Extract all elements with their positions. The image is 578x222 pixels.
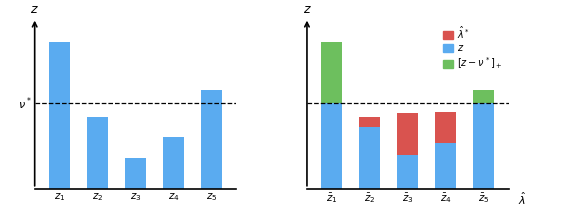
Bar: [397, 155, 418, 189]
Bar: [360, 117, 380, 127]
Bar: [397, 113, 418, 155]
Bar: [435, 112, 456, 143]
Text: $z$: $z$: [30, 3, 39, 16]
Bar: [125, 158, 146, 189]
Bar: [201, 89, 222, 189]
Text: $z$: $z$: [302, 3, 312, 16]
Bar: [360, 127, 380, 189]
Bar: [435, 143, 456, 189]
Bar: [87, 117, 108, 189]
Bar: [473, 103, 494, 189]
Bar: [473, 89, 494, 103]
Text: $\nu^*$: $\nu^*$: [18, 95, 32, 111]
Bar: [49, 42, 70, 189]
Bar: [321, 42, 342, 103]
Bar: [321, 103, 342, 189]
Bar: [163, 137, 184, 189]
Legend: $\hat{\lambda}^*$, $z$, $[z - \nu^*]_+$: $\hat{\lambda}^*$, $z$, $[z - \nu^*]_+$: [441, 23, 504, 73]
Text: $\hat{\lambda}$: $\hat{\lambda}$: [518, 191, 527, 207]
